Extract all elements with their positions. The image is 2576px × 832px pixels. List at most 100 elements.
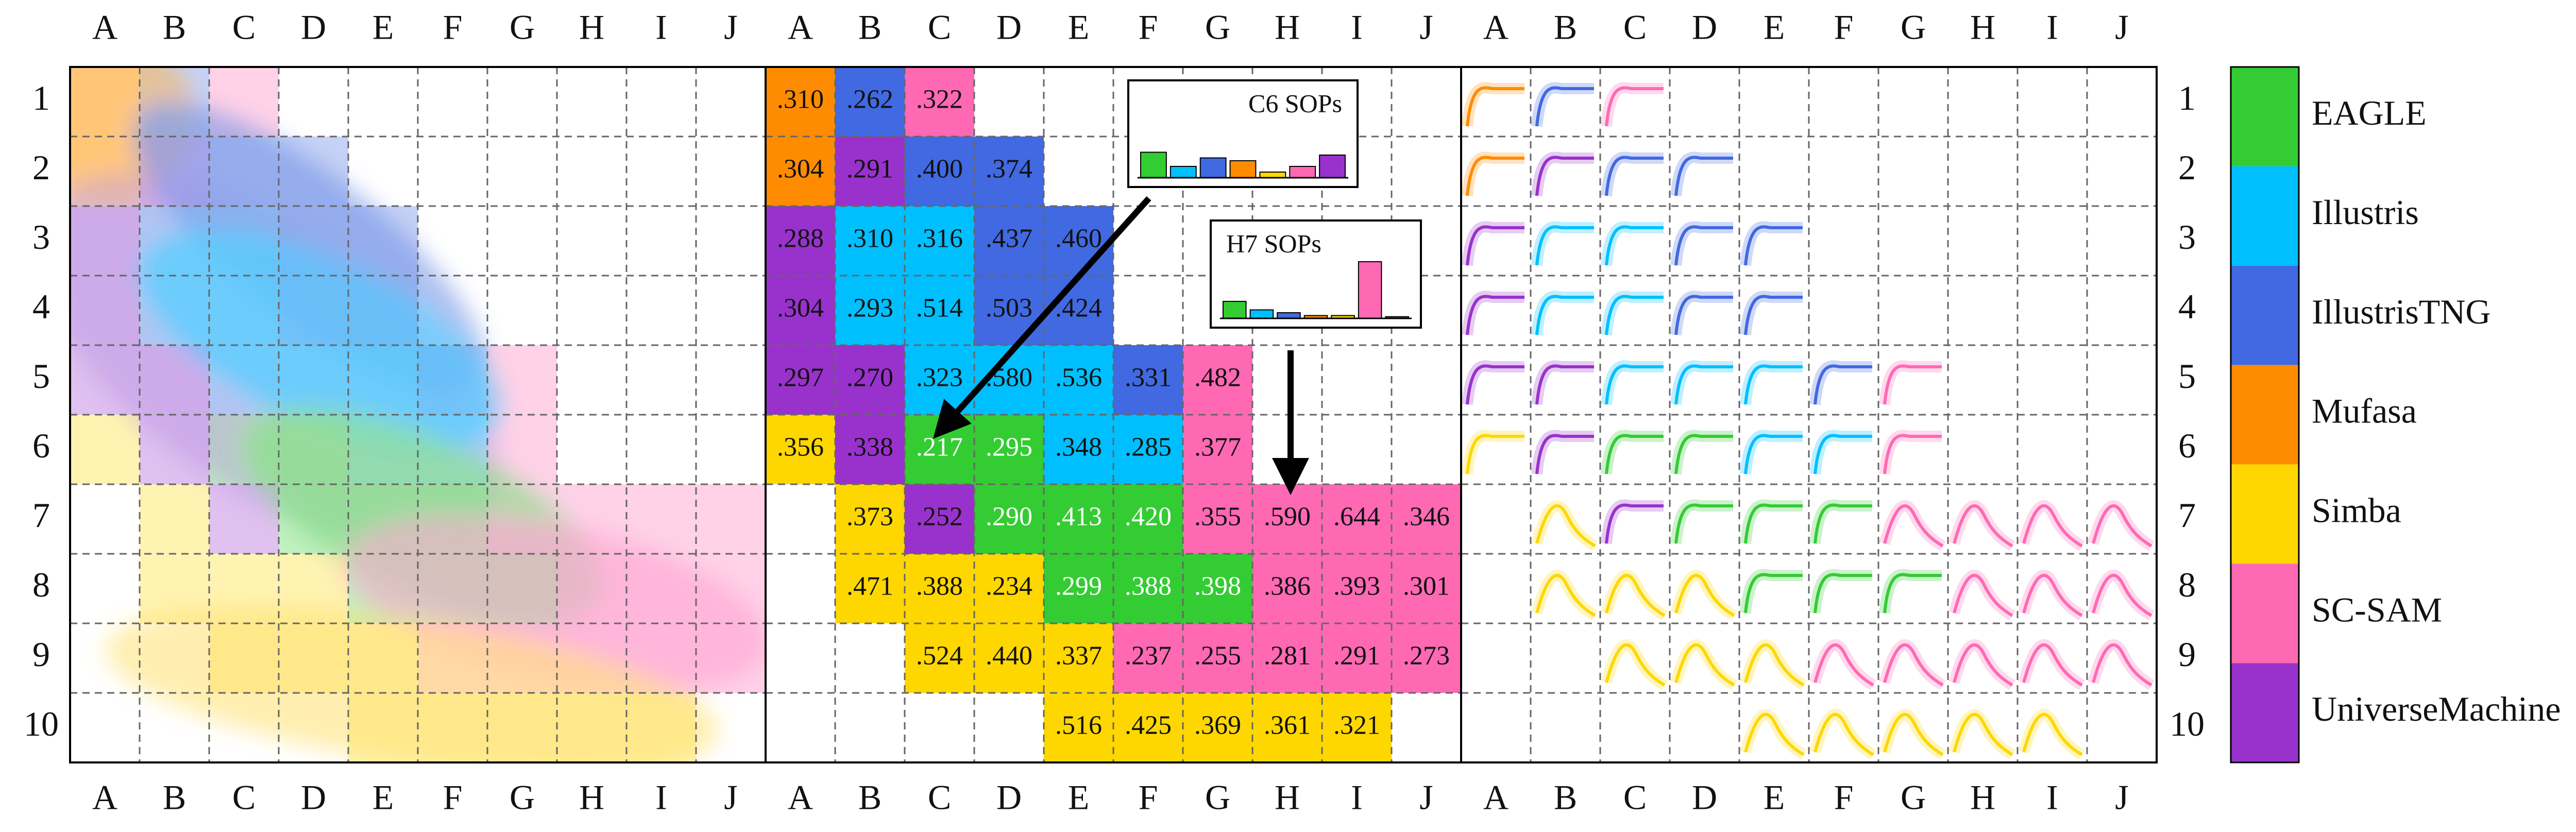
row-label: 7 <box>2178 496 2196 535</box>
sparkline <box>1466 364 1524 405</box>
cell-value: .590 <box>1264 502 1311 531</box>
column-label: J <box>724 778 737 817</box>
table-cell <box>974 137 1044 206</box>
table-cell <box>1392 484 1461 554</box>
column-label: B <box>858 778 882 817</box>
column-label: E <box>372 8 394 47</box>
column-label: G <box>1205 8 1230 47</box>
cell-value: .337 <box>1055 641 1102 670</box>
cell-value: .321 <box>1333 710 1380 740</box>
inset-bar <box>1289 166 1316 178</box>
inset-bar <box>1170 166 1197 178</box>
inset-bar <box>1319 155 1346 178</box>
row-label: 4 <box>2178 287 2196 326</box>
sparkline <box>1953 504 2013 548</box>
cell-value: .262 <box>846 84 893 114</box>
table-cell <box>766 276 835 345</box>
cell-value: .536 <box>1055 363 1102 392</box>
table-cell <box>766 67 835 137</box>
table-cell <box>974 206 1044 276</box>
legend-label: Simba <box>2312 490 2401 530</box>
table-cell <box>835 67 905 137</box>
cell-value: .252 <box>916 502 963 531</box>
table-cell <box>1113 345 1183 415</box>
table-cell <box>1113 415 1183 484</box>
column-label: F <box>1834 778 1854 817</box>
column-label: D <box>301 8 326 47</box>
legend-swatch <box>2231 67 2299 166</box>
sparkline <box>1535 295 1594 335</box>
legend-label: SC-SAM <box>2312 590 2442 629</box>
inset-bar <box>1229 160 1257 178</box>
cell-value: .348 <box>1055 432 1102 462</box>
table-cell <box>1183 693 1252 762</box>
cell-value: .281 <box>1264 641 1311 670</box>
column-label: J <box>1419 778 1433 817</box>
cell-value: .388 <box>1125 571 1172 601</box>
column-label: A <box>788 778 813 817</box>
row-label: 5 <box>2178 356 2196 396</box>
cell-value: .503 <box>986 293 1032 322</box>
row-label: 8 <box>2178 565 2196 604</box>
column-label: A <box>1483 8 1509 47</box>
cell-value: .460 <box>1055 224 1102 253</box>
sparkline <box>1883 434 1942 474</box>
legend-label: Mufasa <box>2312 392 2417 431</box>
legend-label: IllustrisTNG <box>2312 292 2491 331</box>
cell-value: .369 <box>1194 710 1241 740</box>
column-label: G <box>1901 8 1926 47</box>
column-label: D <box>996 8 1022 47</box>
table-cell <box>1322 623 1392 693</box>
cell-value: .338 <box>846 432 893 462</box>
sparkline <box>1674 574 1735 617</box>
inset-bar <box>1140 151 1167 178</box>
table-cell <box>835 415 905 484</box>
sparkline <box>1674 434 1733 474</box>
sparkline <box>1744 573 1803 614</box>
cell-value: .322 <box>916 84 963 114</box>
row-label: 1 <box>32 78 50 117</box>
cell-value: .217 <box>916 432 963 462</box>
table-cell <box>1183 623 1252 693</box>
legend-swatch <box>2231 564 2299 664</box>
cell-value: .288 <box>777 224 824 253</box>
table-cell <box>1044 693 1113 762</box>
column-label: B <box>858 8 882 47</box>
cell-value: .331 <box>1125 363 1172 392</box>
column-label: C <box>232 778 256 817</box>
row-label: 1 <box>2178 78 2196 117</box>
cell-value: .293 <box>846 293 893 322</box>
column-label: C <box>232 8 256 47</box>
cell-value: .291 <box>846 154 893 183</box>
cell-value: .580 <box>986 363 1032 392</box>
legend-label: UniverseMachine <box>2312 689 2561 728</box>
sparkline <box>1883 364 1942 405</box>
cell-value: .471 <box>846 571 893 601</box>
row-label: 10 <box>2170 704 2205 743</box>
row-label: 9 <box>2178 635 2196 674</box>
row-label: 6 <box>2178 426 2196 465</box>
column-label: J <box>2115 778 2128 817</box>
sparkline <box>1466 86 1524 127</box>
cell-value: .299 <box>1055 571 1102 601</box>
cell-value: .400 <box>916 154 963 183</box>
sparkline <box>1814 573 1872 614</box>
sparkline <box>1466 156 1524 196</box>
sparkline <box>1744 364 1803 405</box>
column-label: D <box>1692 8 1717 47</box>
sparkline <box>1605 574 1666 617</box>
table-cell <box>1044 276 1113 345</box>
table-cell <box>905 554 974 623</box>
inset-title: C6 SOPs <box>1248 89 1342 117</box>
sparkline <box>1535 156 1594 196</box>
table-cell <box>1252 623 1322 693</box>
inset-bar <box>1223 301 1247 319</box>
legend-swatch <box>2231 464 2299 564</box>
sparkline <box>1466 434 1524 474</box>
table-cell <box>1252 554 1322 623</box>
cell-value: .440 <box>986 641 1032 670</box>
sparkline <box>1605 364 1664 405</box>
table-cell <box>905 67 974 137</box>
table-cell <box>835 206 905 276</box>
sparkline <box>1535 86 1594 127</box>
